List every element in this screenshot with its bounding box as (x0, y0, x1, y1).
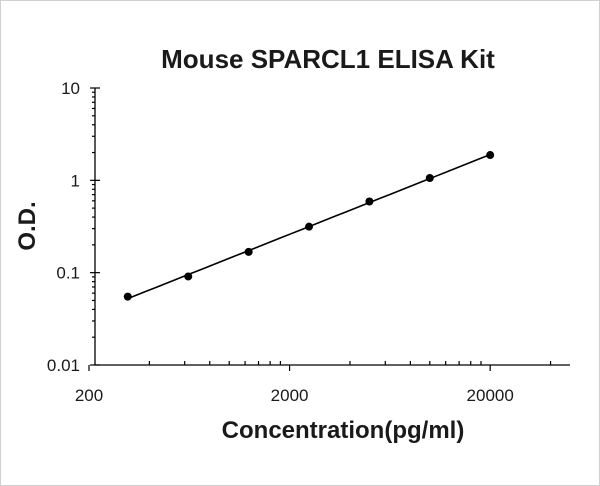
x-tick-label: 200 (75, 386, 103, 405)
x-axis-title: Concentration(pg/ml) (222, 417, 465, 444)
data-point (123, 292, 132, 301)
ticks (88, 87, 552, 371)
data-point (486, 151, 495, 160)
data-point (184, 272, 193, 281)
axes (94, 88, 570, 366)
y-axis-title: O.D. (14, 201, 41, 250)
y-tick-label: 0.01 (47, 356, 80, 375)
tick-labels: 0.01 0.1 1 10 200 2000 20000 (47, 79, 514, 405)
data-point (365, 197, 374, 206)
data-point (305, 222, 314, 231)
data-point (244, 247, 253, 256)
y-tick-label: 10 (61, 79, 80, 98)
y-tick-label: 0.1 (56, 264, 80, 283)
data-point (425, 173, 434, 182)
y-tick-label: 1 (71, 171, 80, 190)
x-tick-label: 2000 (271, 386, 309, 405)
x-tick-label: 20000 (467, 386, 514, 405)
chart-title: Mouse SPARCL1 ELISA Kit (161, 44, 495, 74)
data-points (123, 151, 495, 301)
